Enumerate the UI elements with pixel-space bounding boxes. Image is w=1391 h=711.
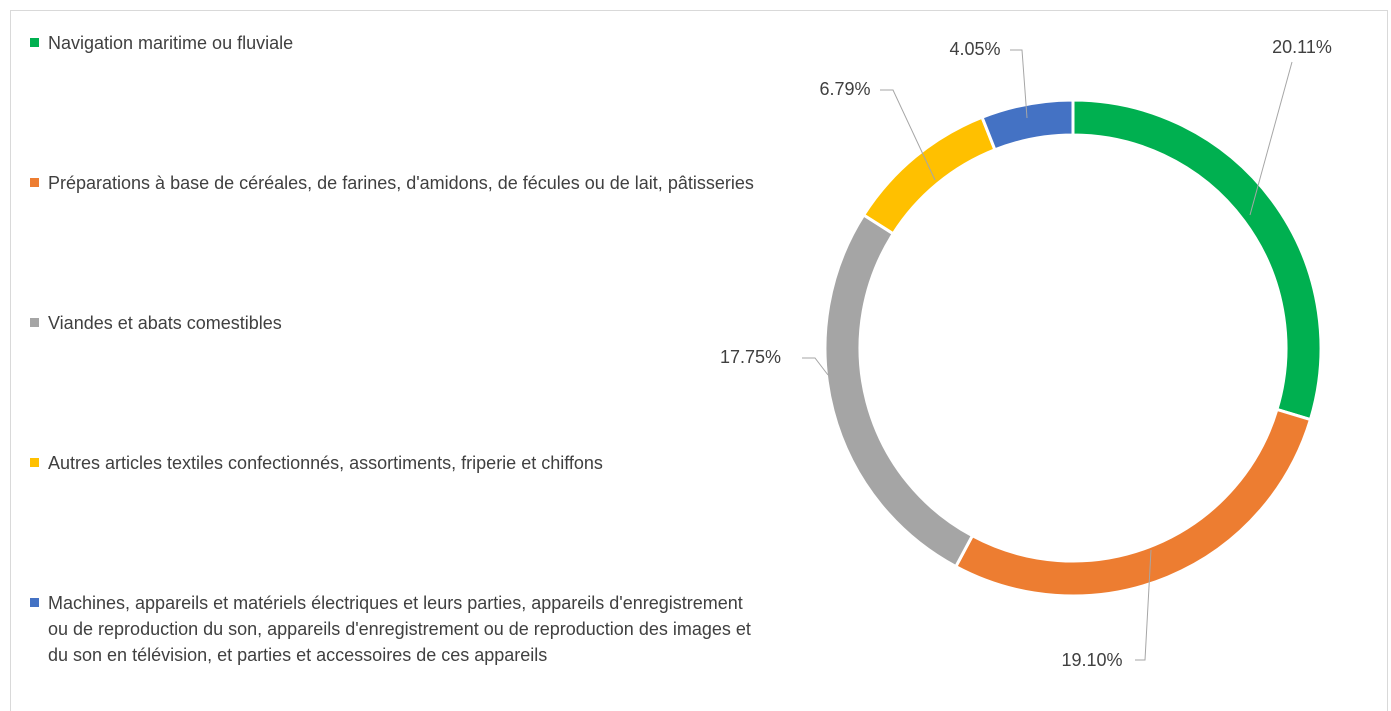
legend-label: Autres articles textiles confectionnés, … (48, 453, 603, 473)
chart-frame (10, 10, 1388, 711)
legend-entry: Viandes et abats comestibles (30, 310, 765, 336)
legend-label: Machines, appareils et matériels électri… (48, 593, 751, 665)
leader-line (802, 357, 829, 376)
legend-label: Viandes et abats comestibles (48, 313, 282, 333)
legend-entry: Navigation maritime ou fluviale (30, 30, 765, 56)
legend-label: Préparations à base de céréales, de fari… (48, 173, 754, 193)
legend-swatch (30, 318, 39, 327)
leader-line (880, 89, 936, 181)
donut-slice (980, 98, 1075, 152)
data-label: 17.75% (720, 347, 781, 367)
legend-swatch (30, 178, 39, 187)
data-label: 6.79% (819, 79, 870, 99)
legend-entry: Préparations à base de céréales, de fari… (30, 170, 765, 196)
legend-entry: Machines, appareils et matériels électri… (30, 590, 765, 668)
legend-label: Navigation maritime ou fluviale (48, 33, 294, 53)
legend-entry: Autres articles textiles confectionnés, … (30, 450, 765, 476)
donut-slice (861, 115, 997, 236)
legend-swatch (30, 458, 39, 467)
data-label: 19.10% (1061, 650, 1122, 670)
leader-line (1135, 549, 1152, 661)
donut-slice (953, 407, 1313, 598)
legend-swatch (30, 38, 39, 47)
legend-swatch (30, 598, 39, 607)
leader-line (1249, 61, 1293, 216)
leader-line (1010, 49, 1028, 119)
donut-slice (823, 212, 975, 569)
donut-slice (1071, 98, 1323, 422)
data-label: 20.11% (1272, 37, 1332, 57)
data-label: 4.05% (949, 39, 1000, 59)
